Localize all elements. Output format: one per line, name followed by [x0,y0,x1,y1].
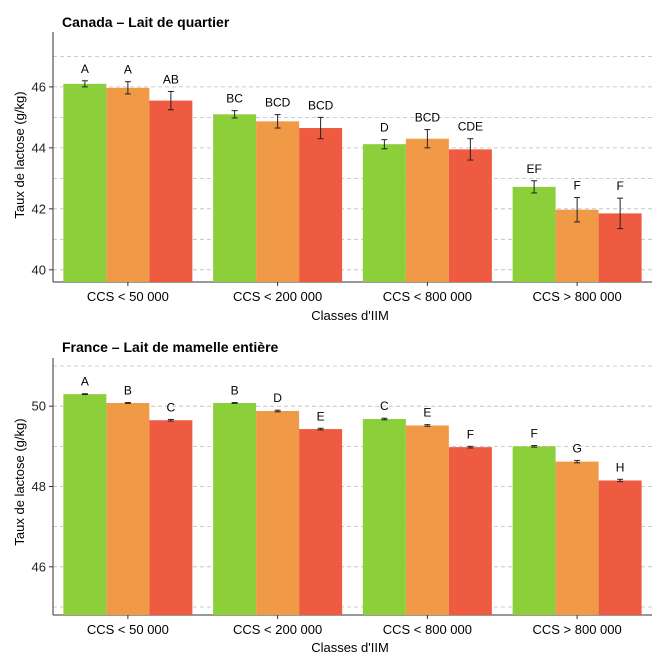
significance-label: B [124,384,132,398]
x-category-label: CCS < 200 000 [233,289,322,304]
y-axis-title: Taux de lactose (g/kg) [12,91,27,218]
bar [598,480,642,615]
bar [149,420,193,615]
significance-label: F [616,179,623,193]
significance-label: D [273,391,282,405]
y-axis-title: Taux de lactose (g/kg) [12,418,27,545]
bar [512,446,556,615]
bar [299,429,343,615]
y-tick-label: 44 [32,140,46,155]
significance-label: A [81,375,89,389]
x-category-label: CCS < 200 000 [233,622,322,637]
significance-label: F [573,179,580,193]
panel-france: France – Lait de mamelle entière Taux de… [12,339,652,655]
significance-label: BCD [308,98,334,112]
bar [106,87,150,282]
x-category-label: CCS < 800 000 [383,289,472,304]
y-tick-label: 46 [32,79,46,94]
significance-label: BC [226,92,243,106]
bar [63,83,107,282]
bar [362,144,406,282]
x-category-label: CCS > 800 000 [532,289,621,304]
x-category-label: CCS > 800 000 [532,622,621,637]
x-axis-title: Classes d'IIM [311,308,389,323]
y-tick-label: 40 [32,262,46,277]
panel-title: Canada – Lait de quartier [62,14,230,30]
significance-label: F [467,427,474,441]
y-tick-label: 48 [32,479,46,494]
panel-title: France – Lait de mamelle entière [62,339,279,355]
x-axis-title: Classes d'IIM [311,640,389,655]
significance-label: EF [526,162,541,176]
bar [149,100,193,282]
significance-label: CDE [458,120,483,134]
bar [362,419,406,615]
significance-label: A [124,63,132,77]
significance-label: E [423,406,431,420]
bar [256,411,300,615]
significance-label: E [317,409,325,423]
bar [106,402,150,615]
panel-canada: Canada – Lait de quartier Taux de lactos… [12,14,652,323]
significance-label: C [167,400,176,414]
y-tick-label: 46 [32,559,46,574]
x-category-label: CCS < 50 000 [87,622,169,637]
significance-label: BCD [415,111,441,125]
bar [405,425,449,615]
significance-label: AB [163,72,179,86]
bar [448,447,492,615]
x-category-label: CCS < 800 000 [383,622,472,637]
bar [213,402,257,615]
bar [405,138,449,282]
x-category-label: CCS < 50 000 [87,289,169,304]
bar [448,149,492,282]
significance-label: H [616,460,625,474]
bar [299,128,343,282]
significance-label: B [231,384,239,398]
bar [213,114,257,282]
significance-label: C [380,399,389,413]
y-tick-label: 42 [32,201,46,216]
significance-label: A [81,62,89,76]
bar [256,121,300,282]
significance-label: D [380,121,389,135]
significance-label: G [572,441,581,455]
bar [512,186,556,282]
significance-label: BCD [265,96,291,110]
y-tick-label: 50 [32,399,46,414]
significance-label: F [530,427,537,441]
bar [63,394,107,615]
bar [555,461,599,615]
